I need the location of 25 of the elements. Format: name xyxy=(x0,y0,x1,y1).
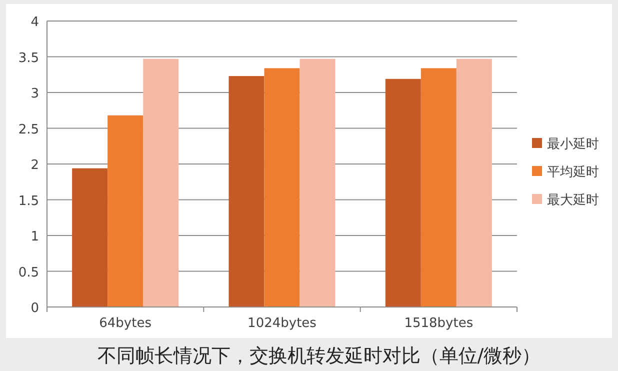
bar xyxy=(300,58,336,307)
legend-label: 最大延时 xyxy=(547,193,599,208)
bar xyxy=(420,68,456,307)
y-tick-label: 2 xyxy=(30,158,39,173)
y-tick-label: 4 xyxy=(30,15,39,30)
x-tick-label: 1518bytes xyxy=(404,316,474,331)
bar xyxy=(108,115,144,307)
bar xyxy=(385,78,421,307)
y-tick-label: 3.5 xyxy=(18,50,39,66)
y-tick-label: 0.5 xyxy=(18,265,39,280)
bar xyxy=(143,58,179,307)
bar xyxy=(456,58,492,307)
y-tick-label: 1 xyxy=(30,230,39,244)
y-tick-label: 2.5 xyxy=(18,122,39,138)
y-tick-label: 1.5 xyxy=(18,194,39,209)
x-tick-label: 64bytes xyxy=(99,316,152,331)
text: 不同帧长情况下，交换机转发延时对比（单位/微秒） xyxy=(97,345,541,367)
bar xyxy=(264,68,300,307)
y-tick-label: 0 xyxy=(30,301,39,316)
legend-label: 平均延时 xyxy=(547,165,599,180)
bar xyxy=(228,76,264,307)
y-tick-label: 3 xyxy=(30,86,39,102)
bar xyxy=(72,168,108,307)
legend-label: 最小延时 xyxy=(547,137,599,152)
x-tick-label: 1024bytes xyxy=(248,316,317,331)
